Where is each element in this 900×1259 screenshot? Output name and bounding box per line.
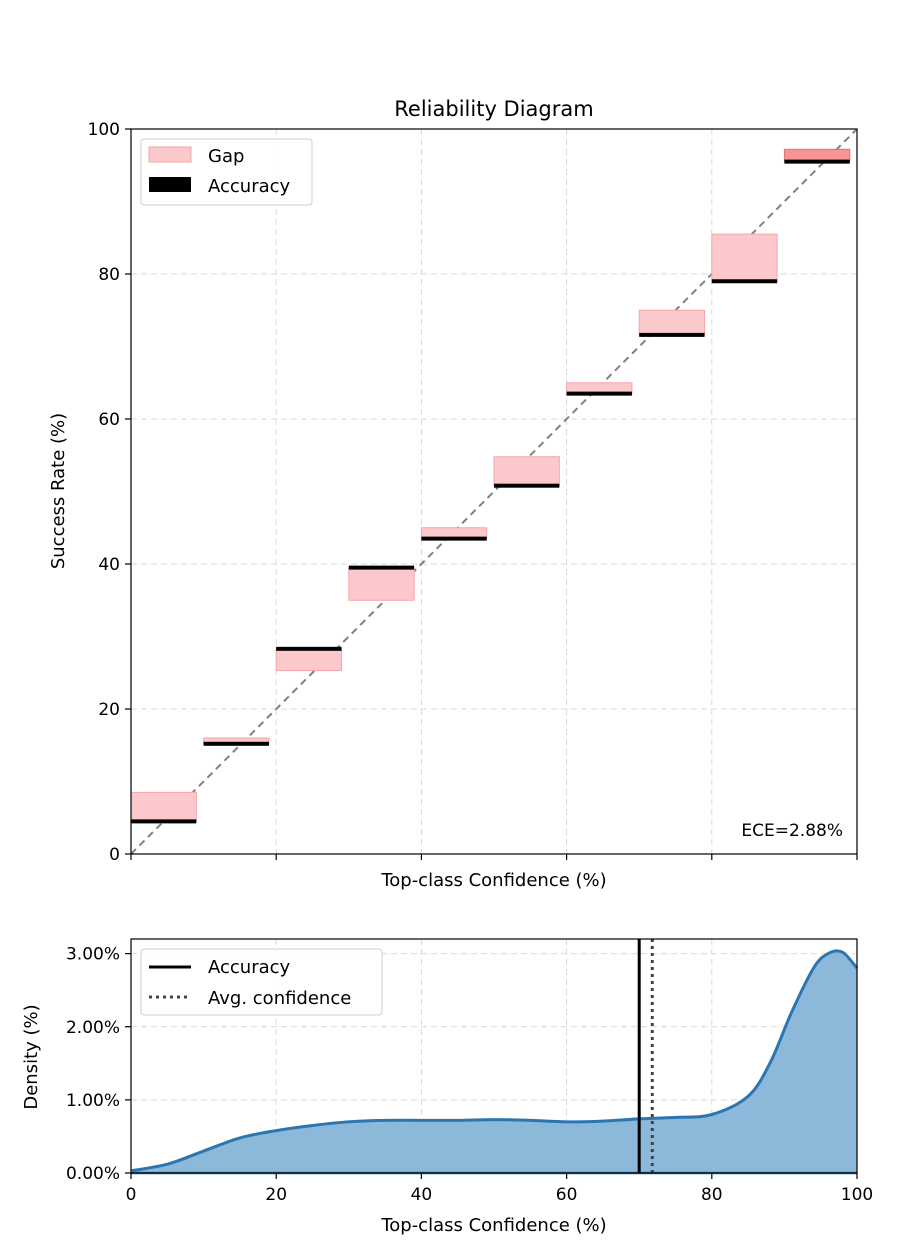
bottom-x-tick-label: 0	[126, 1185, 137, 1205]
bottom-plot-frame	[130, 938, 858, 1174]
top-y-tick-label: 40	[98, 555, 120, 575]
bottom-ticks: 0.00% 1.00% 2.00% 3.00% 0 20 40 60 80 100	[66, 945, 873, 1205]
reliability-diagram: Reliability Diagram 0 20 40 60 80 100 Top-cla…	[48, 97, 858, 891]
top-ticks: 0 20 40 60 80 100	[88, 120, 858, 865]
top-bars	[130, 148, 851, 824]
gap-bar	[130, 791, 197, 822]
legend-gap-label: Gap	[208, 146, 244, 167]
legend-avg-confidence-label: Avg. confidence	[208, 988, 351, 1009]
accuracy-bar	[348, 565, 415, 570]
accuracy-bar	[566, 391, 632, 396]
gap-bar	[493, 456, 560, 487]
bottom-y-tick-label: 3.00%	[66, 945, 120, 965]
top-y-tick-label: 0	[109, 845, 120, 865]
ece-annotation: ECE=2.88%	[741, 821, 843, 841]
legend-bottom-accuracy-label: Accuracy	[208, 957, 291, 978]
bottom-x-tick-label: 60	[556, 1185, 578, 1205]
bottom-x-axis-label: Top-class Confidence (%)	[380, 1215, 606, 1236]
bottom-legend: Accuracy Avg. confidence	[140, 948, 383, 1016]
bottom-y-tick-label: 2.00%	[66, 1018, 120, 1038]
accuracy-bar	[639, 332, 705, 337]
bottom-x-tick-label: 20	[265, 1185, 287, 1205]
bottom-vertical-lines	[637, 939, 654, 1173]
accuracy-bar	[711, 279, 778, 284]
accuracy-bar	[784, 159, 850, 164]
top-plot-frame	[130, 128, 858, 855]
accuracy-bar	[276, 646, 342, 651]
bottom-y-tick-label: 0.00%	[66, 1164, 120, 1184]
bottom-y-axis-label: Density (%)	[21, 1004, 42, 1109]
gap-bar	[348, 567, 415, 601]
bottom-legend-box	[140, 948, 383, 1016]
chart-title: Reliability Diagram	[394, 97, 593, 121]
top-y-tick-label: 80	[98, 265, 120, 285]
legend-accuracy-label: Accuracy	[208, 176, 291, 197]
bottom-x-tick-label: 80	[701, 1185, 723, 1205]
bottom-x-tick-label: 100	[841, 1185, 873, 1205]
top-y-tick-label: 60	[98, 410, 120, 430]
density-chart: 0.00% 1.00% 2.00% 3.00% 0 20 40 60 80 100 Top-cla…	[21, 938, 873, 1236]
gap-bar	[638, 309, 706, 336]
top-y-tick-label: 20	[98, 700, 120, 720]
top-x-axis-label: Top-class Confidence (%)	[380, 870, 606, 891]
density-line	[130, 949, 859, 1173]
gap-bar	[711, 233, 778, 282]
accuracy-bar	[203, 741, 269, 746]
accuracy-bar	[494, 483, 560, 488]
top-y-tick-label: 100	[88, 120, 120, 140]
accuracy-bar	[131, 819, 197, 824]
gap-bar	[275, 648, 343, 672]
legend-accuracy-swatch	[149, 177, 191, 192]
legend-gap-swatch	[148, 146, 192, 163]
top-legend: Gap Accuracy	[140, 138, 313, 206]
bottom-x-tick-label: 40	[411, 1185, 433, 1205]
accuracy-bar	[421, 536, 487, 541]
top-y-axis-label: Success Rate (%)	[48, 413, 69, 569]
bottom-y-tick-label: 1.00%	[66, 1091, 120, 1111]
